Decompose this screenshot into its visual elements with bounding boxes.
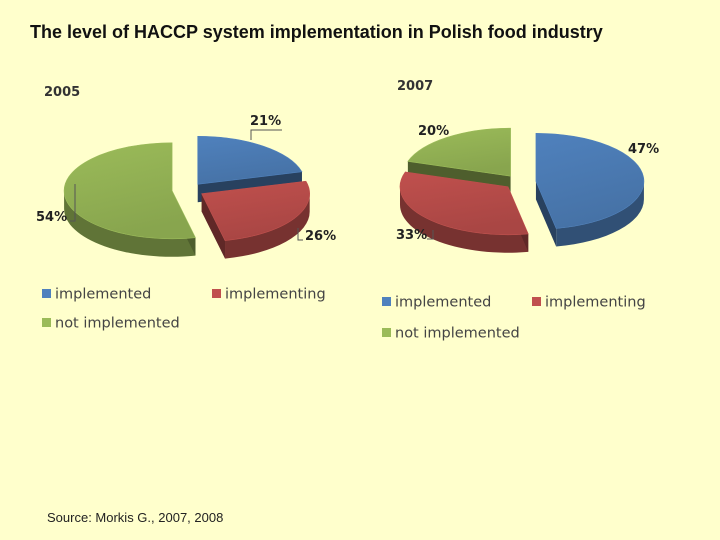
pie-slice-implementing-2007	[399, 171, 529, 253]
leader-line-implemented-2005	[250, 129, 282, 140]
legend-label-implemented: implemented	[395, 295, 491, 311]
legend-swatch-not-implemented	[42, 318, 51, 327]
leader-line-implementing-2005	[297, 228, 303, 241]
source-note: Source: Morkis G., 2007, 2008	[47, 510, 224, 525]
pie-slice-not-implemented-2005	[63, 142, 196, 257]
data-label-implemented-2007: 47%	[628, 142, 659, 157]
legend-swatch-implemented	[382, 297, 391, 306]
leader-line-implementing-2007	[427, 230, 434, 240]
data-label-implemented-2005: 21%	[250, 114, 281, 129]
legend-label-implementing: implementing	[545, 295, 646, 311]
data-label-not-implemented-2005: 54%	[36, 210, 67, 225]
legend-swatch-implemented	[42, 289, 51, 298]
leader-line-not-implemented-2005	[70, 184, 76, 222]
data-label-implementing-2007: 33%	[396, 228, 427, 243]
legend-2005: implemented implementing not implemented	[42, 287, 326, 332]
pie-slice-implementing-2005	[201, 180, 310, 259]
legend-label-not-implemented: not implemented	[55, 316, 180, 332]
legend-label-not-implemented: not implemented	[395, 326, 520, 342]
legend-2007: implemented implementing not implemented	[382, 295, 646, 342]
legend-label-implemented: implemented	[55, 287, 151, 303]
pie-chart-2007: 2007 47% 33% 20% implemented implementing not …	[382, 79, 659, 342]
data-label-not-implemented-2007: 20%	[418, 124, 449, 139]
pie-chart-2005: 2005 21% 26% 54% implemented implementing not …	[36, 85, 336, 332]
chart-year-2007: 2007	[397, 79, 433, 94]
legend-label-implementing: implementing	[225, 287, 326, 303]
pie-slice-implemented-2007	[535, 133, 645, 247]
legend-swatch-not-implemented	[382, 328, 391, 337]
data-label-implementing-2005: 26%	[305, 229, 336, 244]
slide-title: The level of HACCP system implementation…	[30, 22, 603, 42]
legend-swatch-implementing	[532, 297, 541, 306]
legend-swatch-implementing	[212, 289, 221, 298]
chart-year-2005: 2005	[44, 85, 80, 100]
